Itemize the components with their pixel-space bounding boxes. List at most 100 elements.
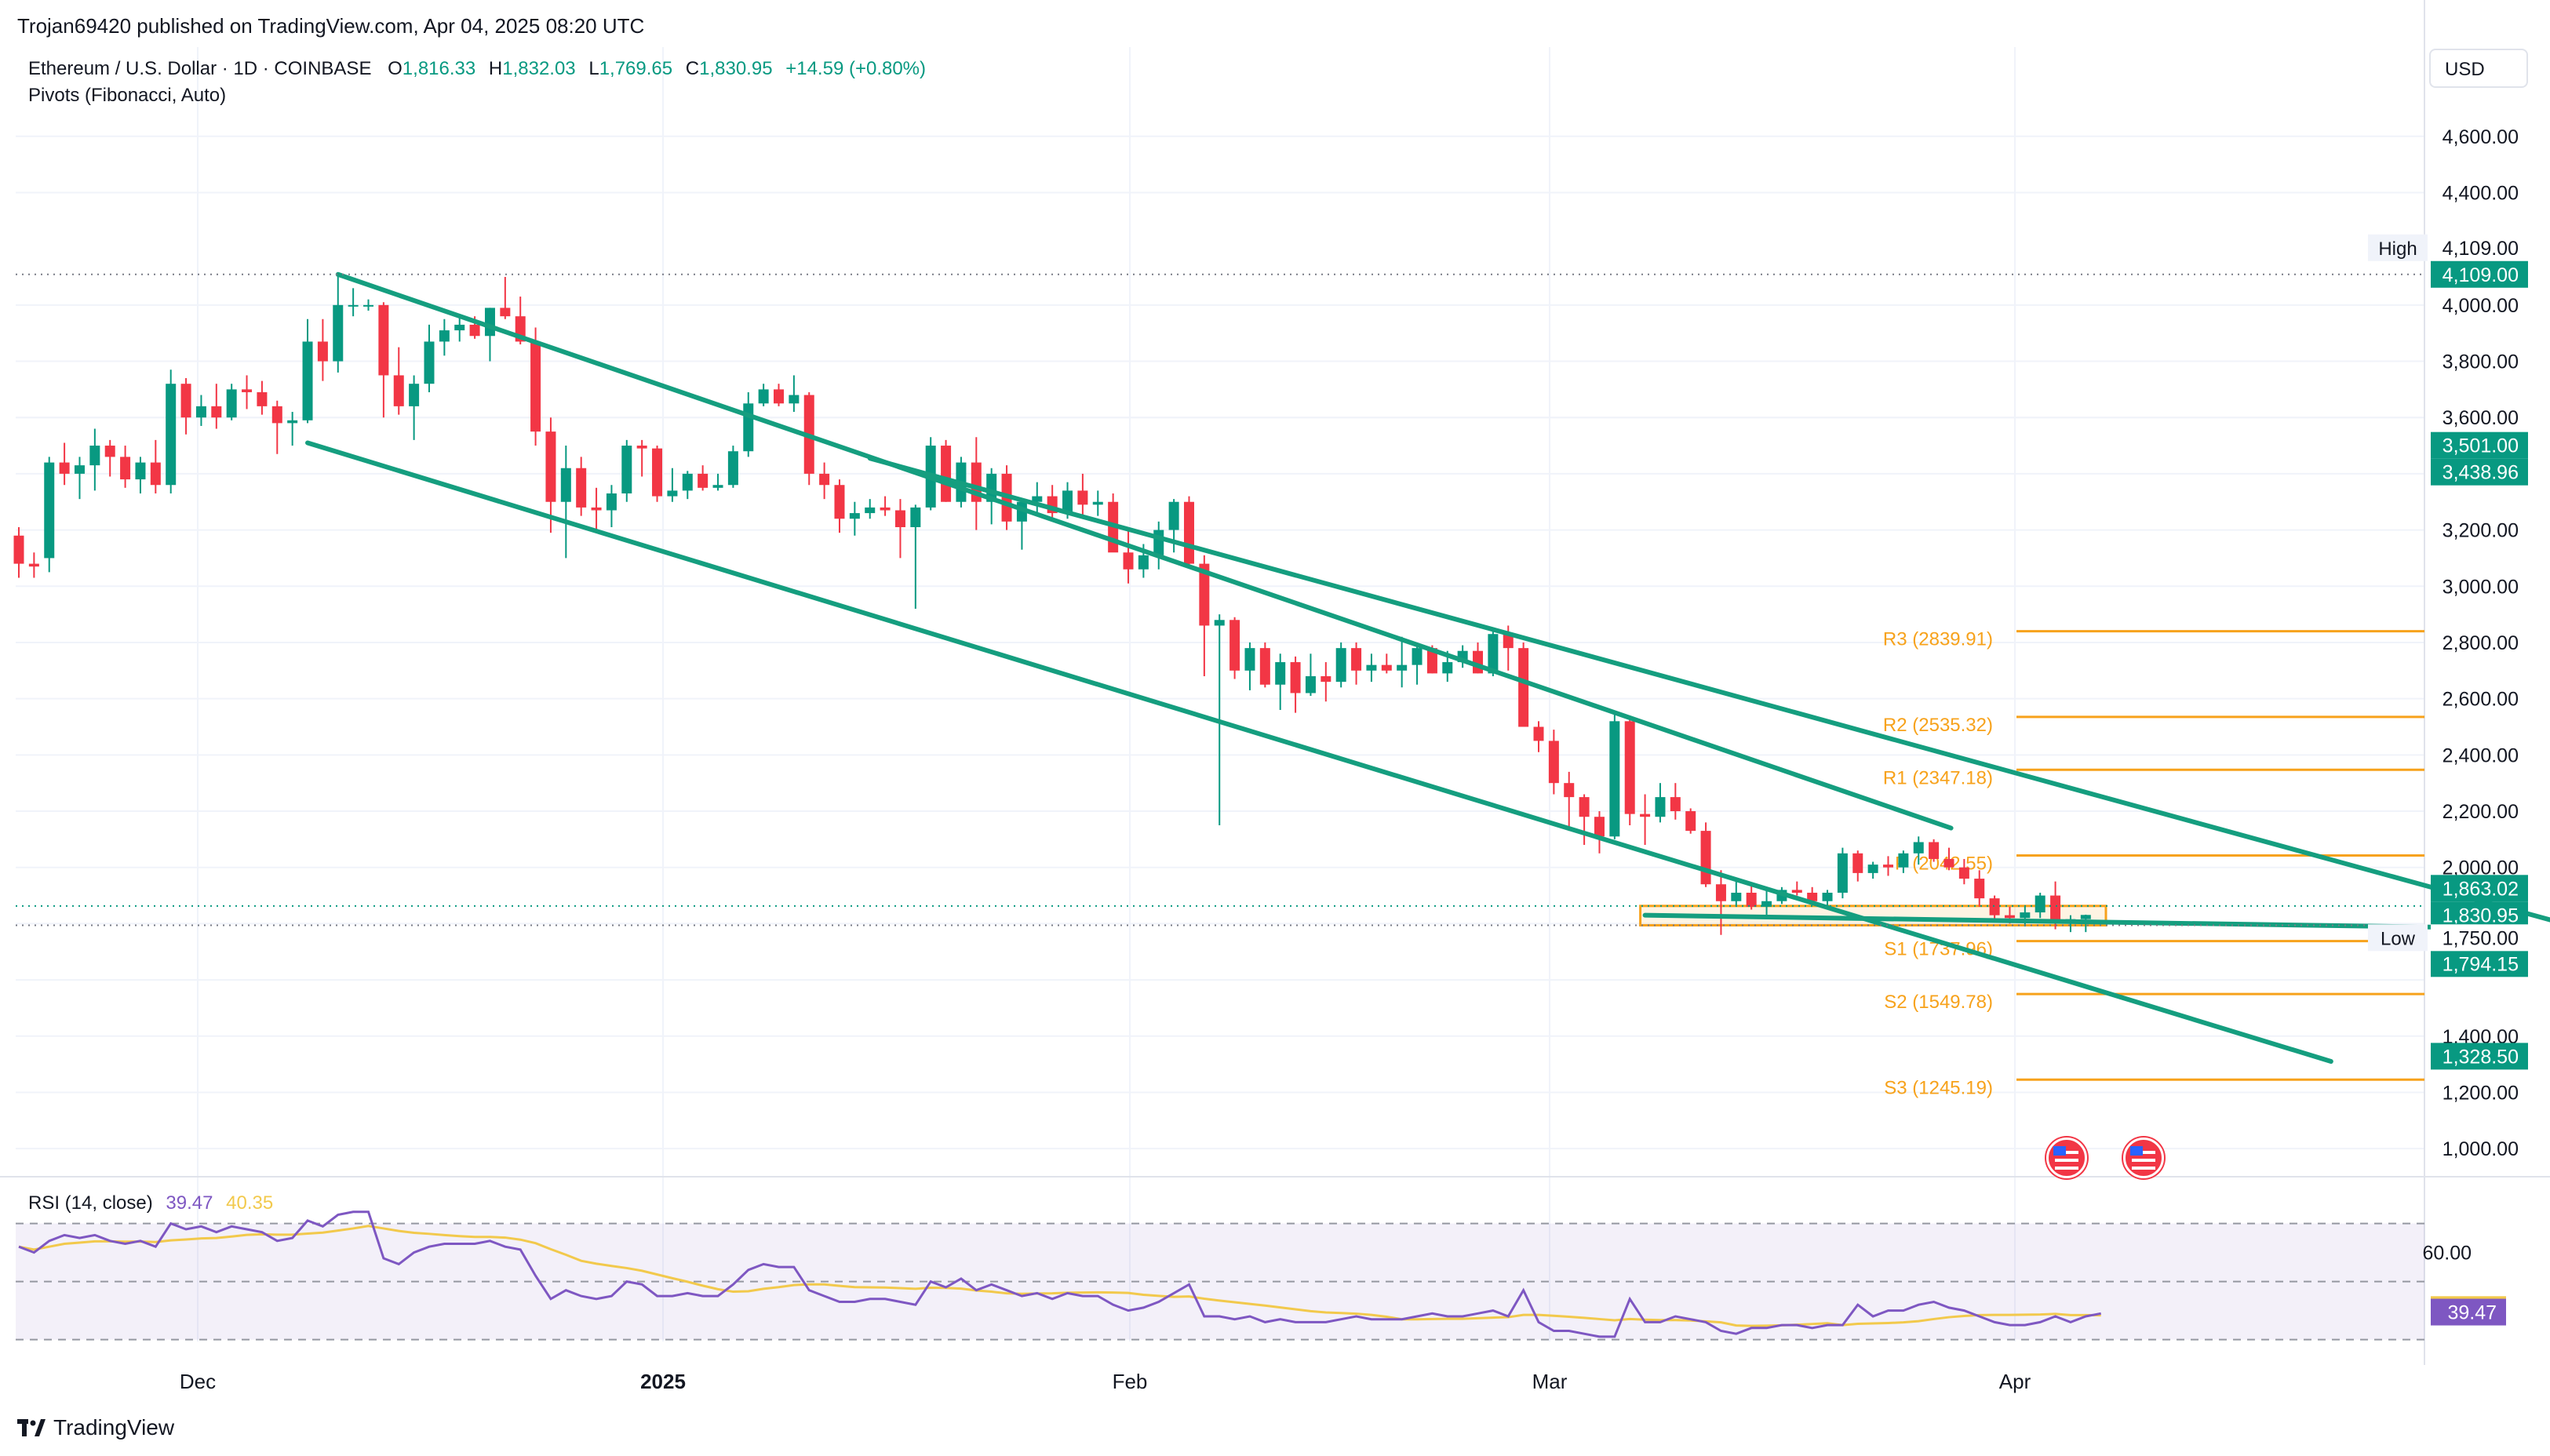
rsi-line <box>18 1210 2101 1338</box>
candle-body <box>1488 634 1499 674</box>
candle-body <box>789 395 800 404</box>
time-axis[interactable]: Dec 2025 Feb Mar Apr <box>180 1370 2031 1393</box>
candle-body <box>591 507 602 511</box>
price-axis-label: 3,200.00 <box>2443 520 2519 542</box>
candle-body <box>1138 555 1149 570</box>
price-tag-box <box>2431 234 2528 261</box>
price-tag: 3,501.00 <box>2431 431 2528 459</box>
candle-body <box>1290 662 1301 693</box>
wedge-upper-line <box>867 456 2550 923</box>
candle-body <box>1989 898 2000 915</box>
candle-body <box>667 490 678 497</box>
candle-body <box>834 485 845 519</box>
pivot-levels: R3 (2839.91)R2 (2535.32)R1 (2347.18)P (2… <box>1883 629 2424 1098</box>
brand-name: TradingView <box>53 1415 175 1440</box>
candle-body <box>1259 648 1270 685</box>
candle-body <box>257 391 268 406</box>
candle-body <box>1533 726 1544 741</box>
indicator-legend[interactable]: Pivots (Fibonacci, Auto) <box>28 85 227 106</box>
us-flag-icon[interactable] <box>2123 1138 2164 1178</box>
candle-body <box>1244 648 1255 671</box>
candle-body <box>1275 662 1286 685</box>
candle-body <box>1321 675 1331 682</box>
price-tag-prefix: High <box>2378 238 2417 260</box>
candle-body <box>1153 530 1164 555</box>
us-flag-icon[interactable] <box>2046 1138 2087 1178</box>
candle-body <box>120 457 131 480</box>
candle-body <box>59 462 70 474</box>
candle-body <box>1062 490 1073 514</box>
candle-body <box>89 446 100 466</box>
candle-body <box>1731 892 1742 901</box>
candle-body <box>242 389 253 392</box>
price-tag-prefix-box <box>2368 924 2428 952</box>
currency-selector[interactable]: USD <box>2429 49 2528 88</box>
price-axis-label: 4,000.00 <box>2443 295 2519 317</box>
candle-body <box>682 473 693 491</box>
candle-body <box>2080 915 2091 919</box>
candle-body <box>104 446 115 457</box>
price-lines <box>16 273 2424 926</box>
candle-body <box>1898 853 1909 868</box>
candle-body <box>865 507 876 514</box>
pivot-label: S2 (1549.78) <box>1884 992 1993 1013</box>
time-axis-label: Mar <box>1532 1370 1568 1393</box>
price-tag-prefix-box <box>2368 234 2428 261</box>
price-tag: 4,109.00 <box>2431 260 2528 288</box>
candle-body <box>774 389 784 404</box>
time-axis-label: Feb <box>1113 1370 1148 1393</box>
price-axis-label: 3,000.00 <box>2443 576 2519 598</box>
pivot-label: S3 (1245.19) <box>1884 1077 1993 1098</box>
candle-body <box>166 384 177 486</box>
candle-body <box>1655 797 1666 817</box>
candle-body <box>758 389 769 404</box>
pivot-label: R1 (2347.18) <box>1883 767 1993 788</box>
rsi-legend[interactable]: RSI (14, close) 39.47 40.35 <box>28 1192 273 1214</box>
price-tags: High 4,109.00 4,109.00 3,501.00 3,438.96 1,86… <box>2368 234 2528 1326</box>
candle-body <box>2050 895 2061 924</box>
price-axis-label: 3,800.00 <box>2443 351 2519 373</box>
candle-body <box>378 304 389 376</box>
price-tag-text: 1,750.00 <box>2443 927 2519 949</box>
candle-body <box>1943 858 1954 868</box>
rsi-tag-text: 39.47 <box>2447 1302 2497 1324</box>
candle-body <box>894 510 905 527</box>
price-tag-box <box>2431 431 2528 459</box>
close-label: C <box>685 58 700 79</box>
candle-body <box>1670 797 1681 812</box>
candle-body <box>469 324 480 337</box>
price-tag-box <box>2431 260 2528 288</box>
price-tag-text: 1,830.95 <box>2443 905 2519 926</box>
publish-info: Trojan69420 published on TradingView.com… <box>17 14 645 38</box>
candle-body <box>712 485 723 488</box>
candle-body <box>287 420 298 424</box>
candle-body <box>1518 648 1529 727</box>
footer-brand[interactable]: TradingView <box>17 1415 174 1440</box>
candle-body <box>1852 853 1863 873</box>
high-label: H <box>488 58 503 79</box>
candle-body <box>1837 853 1848 893</box>
candle-body <box>1761 901 1772 907</box>
candle-body <box>211 406 222 418</box>
price-tag-box <box>2431 1043 2528 1070</box>
candle-body <box>819 473 830 486</box>
change-value: +14.59 (+0.80%) <box>785 58 927 79</box>
candle-body <box>727 451 738 486</box>
price-tag-box <box>2431 458 2528 486</box>
candle-body <box>1366 664 1377 671</box>
candle-body <box>1791 890 1802 893</box>
rsi-axis-label: 60.00 <box>2422 1243 2472 1265</box>
candle-body <box>1564 783 1575 798</box>
low-value: 1,769.65 <box>599 58 673 79</box>
candle-body <box>1685 811 1696 832</box>
symbol-legend[interactable]: Ethereum / U.S. Dollar · 1D · COINBASE O… <box>28 58 926 80</box>
price-tag: 3,438.96 <box>2431 458 2528 486</box>
candle-body <box>484 308 495 337</box>
candle-body <box>1229 620 1240 671</box>
candle-body <box>44 462 55 559</box>
candle-body <box>530 341 541 432</box>
price-axis-label: 3,600.00 <box>2443 407 2519 429</box>
candle-body <box>1503 634 1514 649</box>
candle-body <box>1579 797 1590 817</box>
